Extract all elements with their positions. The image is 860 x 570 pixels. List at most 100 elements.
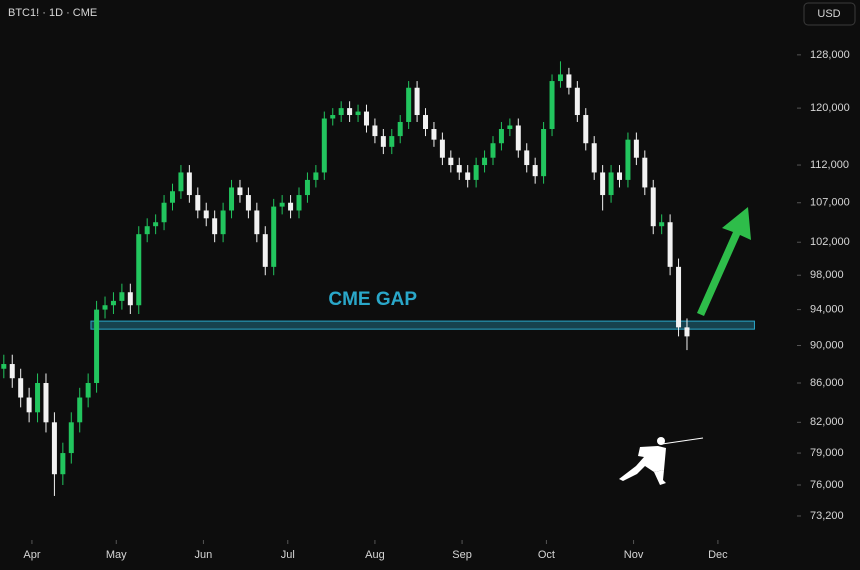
candle-body (254, 210, 260, 235)
candle-body (43, 383, 49, 423)
candle-body (515, 125, 521, 151)
candle-body (684, 327, 690, 337)
candle-body (667, 222, 673, 267)
candle-body (279, 202, 285, 207)
candle-body (85, 383, 91, 398)
candle-body (313, 172, 319, 180)
candle-body (237, 187, 243, 196)
candle-body (389, 136, 395, 147)
candle-body (161, 202, 167, 223)
candle-body (633, 139, 639, 158)
candle-body (372, 125, 378, 137)
fencer-icon (619, 437, 704, 485)
candle-body (304, 179, 310, 196)
candle-body (650, 187, 656, 227)
candle-body (338, 108, 344, 116)
candle-body (169, 191, 175, 203)
candle-body (574, 87, 580, 116)
y-tick-label: 86,000 (810, 377, 844, 389)
y-tick-label: 82,000 (810, 416, 844, 428)
candle-body (355, 111, 361, 116)
candle-body (465, 172, 471, 180)
candle-body (77, 397, 83, 423)
y-tick-label: 76,000 (810, 479, 844, 491)
candle-body (26, 397, 32, 413)
candle-body (94, 309, 100, 384)
candle-body (473, 165, 479, 180)
x-tick-label: Aug (365, 549, 385, 561)
candle-body (566, 74, 572, 88)
candle-body (363, 111, 369, 126)
candle-body (642, 157, 648, 188)
y-tick-label: 90,000 (810, 339, 844, 351)
y-tick-label: 112,000 (810, 159, 849, 171)
y-tick-label: 98,000 (810, 269, 844, 281)
candle-body (1, 364, 7, 369)
x-tick-label: Sep (452, 549, 472, 561)
candle-body (321, 118, 327, 173)
candle-body (347, 108, 353, 116)
candle-body (51, 422, 57, 475)
x-tick-label: May (106, 549, 127, 561)
chart-title: BTC1! · 1D · CME (8, 7, 97, 19)
candle-body (498, 129, 504, 144)
y-tick-label: 120,000 (810, 102, 850, 114)
candle-body (262, 234, 268, 267)
candle-body (68, 422, 74, 454)
candle-body (186, 172, 192, 196)
candle-body (676, 266, 682, 328)
candle-body (330, 115, 336, 119)
candle-body (9, 364, 15, 379)
y-tick-label: 128,000 (810, 49, 850, 61)
candle-body (144, 226, 150, 235)
y-tick-label: 102,000 (810, 236, 850, 248)
candle-body (18, 378, 24, 398)
candle-body (153, 222, 159, 227)
candle-body (229, 187, 235, 211)
x-tick-label: Jun (195, 549, 213, 561)
y-tick-label: 94,000 (810, 304, 844, 316)
candle-body (60, 453, 66, 475)
candle-body (288, 202, 294, 211)
currency-label: USD (817, 8, 840, 20)
candle-body (439, 139, 445, 158)
candle-body (110, 300, 116, 306)
candle-body (448, 157, 454, 166)
candle-body (490, 143, 496, 158)
candle-body (431, 129, 437, 140)
candle-body (532, 165, 538, 177)
candle-body (625, 139, 631, 180)
plot: 128,000 120,000 112,000 107,000 102,000 98,00… (1, 49, 850, 561)
candle-body (136, 234, 142, 306)
currency-button[interactable] (803, 2, 856, 26)
x-tick-label: Dec (708, 549, 728, 561)
y-tick-label: 107,000 (810, 197, 850, 209)
y-tick-label: 79,000 (810, 447, 844, 459)
candle-body (659, 222, 665, 227)
arrow (697, 207, 751, 316)
candle-body (127, 292, 133, 306)
candle-body (178, 172, 184, 192)
candle-body (35, 383, 41, 413)
gap-zone (90, 320, 755, 330)
candle-body (414, 87, 420, 116)
candle-body (406, 87, 412, 122)
y-tick-label: 73,200 (810, 510, 844, 522)
gap-label: CME GAP (328, 289, 417, 310)
candle-body (102, 305, 108, 310)
x-tick-label: Apr (23, 549, 40, 561)
candle-body (212, 218, 218, 235)
candle-body (397, 121, 403, 137)
candle-body (482, 157, 488, 166)
candle-body (456, 165, 462, 173)
candle-body (608, 172, 614, 196)
candle-body (557, 74, 563, 82)
candle-body (524, 150, 530, 166)
candle-body (423, 115, 429, 130)
candle-body (195, 195, 201, 211)
candle-body (380, 136, 386, 147)
candle-body (591, 143, 597, 173)
candle-body (119, 292, 125, 301)
